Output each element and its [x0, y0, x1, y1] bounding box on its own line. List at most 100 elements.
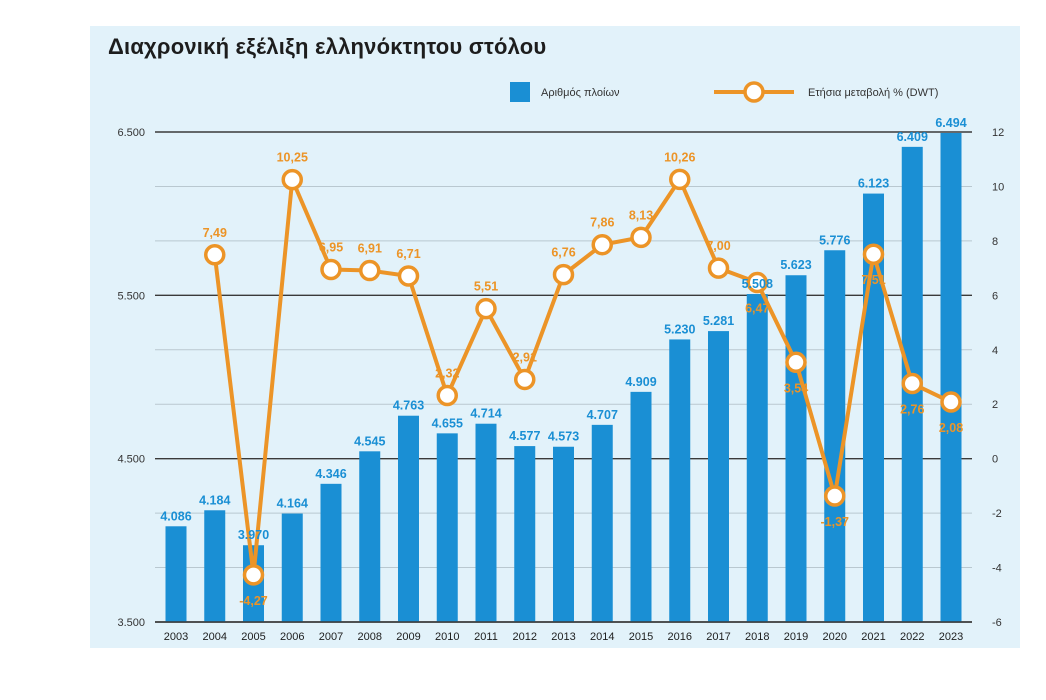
bar-value-label: 4.346	[315, 467, 346, 481]
x-tick-label: 2018	[745, 631, 769, 643]
x-tick-label: 2014	[590, 631, 614, 643]
y-left-tick-label: 6.500	[117, 127, 145, 139]
line-point-2015	[630, 226, 652, 249]
bar-value-label: 4.763	[393, 399, 424, 413]
bar-value-label: 4.184	[199, 493, 230, 507]
line-value-label: 2,08	[939, 421, 963, 435]
y-right-tick-label: 2	[992, 399, 998, 411]
x-tick-label: 2023	[939, 631, 963, 643]
y-left-tick-label: 4.500	[117, 454, 145, 466]
x-tick-label: 2020	[823, 631, 847, 643]
bar-2018	[746, 294, 768, 622]
bar-value-label: 4.909	[625, 375, 656, 389]
x-tick-label: 2005	[241, 631, 265, 643]
line-point-2019	[785, 351, 807, 374]
bar-2004	[204, 510, 226, 622]
bar-value-label: 4.164	[277, 497, 308, 511]
y-right-tick-label: 4	[992, 345, 998, 357]
bar-value-label: 6.409	[897, 130, 928, 144]
bar-value-label: 4.545	[354, 434, 385, 448]
line-point-2010	[436, 384, 458, 407]
bar-2014	[591, 424, 613, 622]
line-point-2020	[824, 485, 846, 507]
data-labels: 4.086 4.184 3.970 4.164 4.346 4.545 4.763 4.655…	[160, 116, 966, 608]
x-tick-label: 2008	[358, 631, 382, 643]
line-value-label: 10,25	[277, 151, 308, 165]
line-value-label: 5,51	[474, 280, 498, 294]
x-tick-label: 2007	[319, 631, 343, 643]
legend-bar-label: Αριθμός πλοίων	[541, 87, 620, 99]
y-right-tick-label: -2	[992, 508, 1002, 520]
line-point-2022	[901, 372, 923, 395]
line-value-label: 6,95	[319, 240, 343, 254]
line-value-label: 7,86	[590, 216, 614, 230]
line-point-2013	[552, 263, 575, 286]
line-value-label: 2,76	[900, 403, 924, 417]
y-left-tick-label: 3.500	[117, 617, 145, 629]
line-value-label: 6,91	[358, 242, 382, 256]
line-point-2016	[669, 168, 691, 191]
line-value-label: 6,76	[551, 246, 575, 260]
bar-value-label: 4.086	[160, 509, 191, 523]
x-tick-label: 2022	[900, 631, 924, 643]
line-point-2023	[940, 391, 962, 413]
y-right-tick-label: 10	[992, 181, 1004, 193]
x-tick-label: 2013	[551, 631, 575, 643]
x-tick-label: 2016	[668, 631, 692, 643]
bar-2008	[359, 451, 381, 622]
bar-series	[165, 132, 962, 623]
bar-value-label: 3.970	[238, 528, 269, 542]
bar-2016	[669, 339, 691, 622]
bar-value-label: 4.707	[587, 408, 618, 422]
bar-2023	[940, 132, 962, 623]
bar-value-label: 6.494	[935, 116, 966, 130]
line-value-label: 2,91	[513, 350, 537, 364]
bar-2012	[514, 446, 536, 622]
line-point-2021	[862, 243, 885, 265]
bar-value-label: 5.230	[664, 322, 695, 336]
bar-2010	[436, 433, 458, 622]
line-point-2004	[204, 244, 226, 266]
x-tick-label: 2019	[784, 631, 808, 643]
line-point-2006	[281, 168, 303, 191]
y-right-tick-label: -6	[992, 617, 1002, 629]
bar-value-label: 4.714	[470, 407, 501, 421]
line-value-label: 8,13	[629, 208, 653, 222]
line-point-2017	[707, 257, 730, 279]
line-series	[204, 168, 962, 586]
bar-2003	[165, 526, 187, 622]
y-right-tick-label: 8	[992, 236, 998, 248]
bar-2019	[785, 275, 807, 622]
line-value-label: 10,26	[664, 150, 695, 164]
legend: Αριθμός πλοίων Ετήσια μεταβολή % (DWT)	[510, 81, 938, 103]
axes: -6 -4 -2 0 2 4 6 8 10 12 3.500 4.500 5.500 6.500 2003 2…	[117, 127, 1004, 643]
line-point-2005	[242, 564, 265, 586]
y-right-tick-label: 6	[992, 290, 998, 302]
line-value-label: 7,51	[861, 273, 885, 287]
bar-2017	[708, 331, 729, 622]
y-right-tick-label: 12	[992, 127, 1004, 139]
x-tick-label: 2003	[164, 631, 188, 643]
x-tick-label: 2010	[435, 631, 459, 643]
bar-value-label: 5.281	[703, 314, 734, 328]
line-value-label: 3,54	[784, 381, 808, 395]
bar-value-label: 5.623	[780, 258, 811, 272]
bar-2007	[320, 483, 342, 622]
line-point-2012	[514, 368, 536, 391]
bar-2015	[630, 391, 652, 622]
line-point-2009	[397, 265, 420, 287]
line-point-2007	[320, 258, 342, 281]
line-value-label: 6,71	[396, 247, 420, 261]
bar-value-label: 5.508	[742, 277, 773, 291]
line-value-label: 7,00	[706, 239, 730, 253]
line-value-label: -4,27	[239, 594, 268, 608]
x-tick-label: 2015	[629, 631, 653, 643]
x-tick-label: 2004	[203, 631, 227, 643]
legend-bar-swatch	[510, 82, 530, 102]
chart-title: Διαχρονική εξέλιξη ελληνόκτητου στόλου	[108, 34, 547, 59]
x-tick-label: 2009	[396, 631, 420, 643]
legend-line-marker	[743, 81, 765, 103]
x-tick-label: 2021	[861, 631, 885, 643]
y-right-tick-label: 0	[992, 454, 998, 466]
bar-2020	[824, 250, 846, 622]
